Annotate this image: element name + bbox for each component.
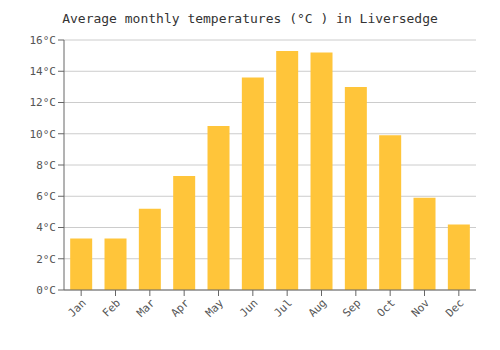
svg-text:16°C: 16°C [30, 34, 57, 47]
svg-text:14°C: 14°C [30, 65, 57, 78]
svg-text:Dec: Dec [443, 296, 466, 319]
html-text:Average monthly temperatures (: Average monthly temperatures (°C ) in Li… [62, 11, 438, 26]
svg-text:Mar: Mar [134, 296, 158, 320]
svg-text:May: May [203, 296, 227, 320]
svg-text:0°C: 0°C [36, 284, 56, 297]
svg-text:Jun: Jun [237, 296, 260, 319]
svg-text:Aug: Aug [306, 296, 329, 319]
svg-text:Oct: Oct [375, 296, 398, 319]
svg-text:2°C: 2°C [36, 253, 56, 266]
svg-text:12°C: 12°C [30, 96, 57, 109]
svg-text:Sep: Sep [340, 296, 363, 319]
svg-text:Nov: Nov [409, 296, 433, 320]
svg-text:Apr: Apr [169, 296, 193, 320]
svg-text:Feb: Feb [100, 296, 123, 319]
svg-text:10°C: 10°C [30, 128, 57, 141]
svg-text:Jan: Jan [66, 296, 89, 319]
svg-text:Jul: Jul [272, 296, 295, 319]
svg-text:8°C: 8°C [36, 159, 56, 172]
svg-text:6°C: 6°C [36, 190, 56, 203]
svg-text:4°C: 4°C [36, 221, 56, 234]
